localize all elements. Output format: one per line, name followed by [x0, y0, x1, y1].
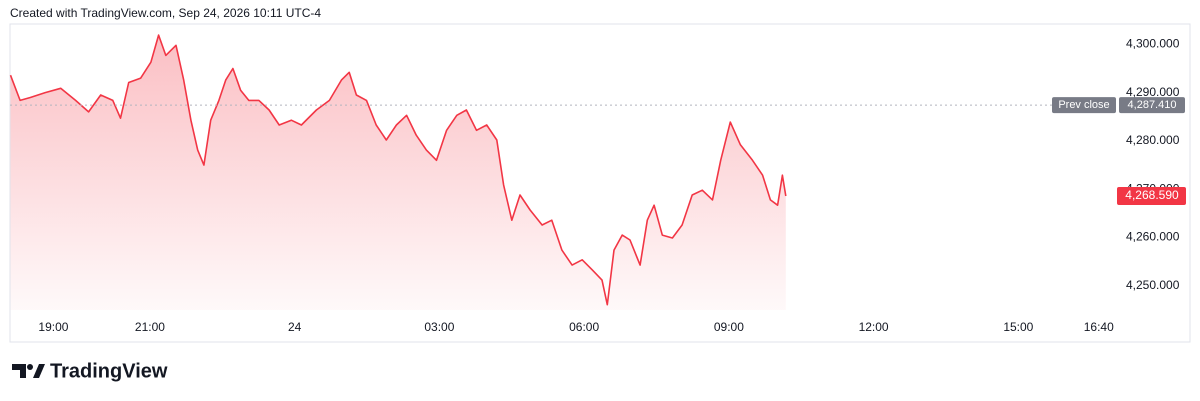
x-tick-label: 03:00 [424, 320, 454, 334]
x-tick-label: 21:00 [135, 320, 165, 334]
last-price-tag [1117, 187, 1186, 206]
x-tick-label: 06:00 [569, 320, 599, 334]
last-price-value: 4,268.590 [1125, 188, 1179, 202]
x-tick-label: 16:40 [1084, 320, 1114, 334]
chart-frame [9, 23, 1191, 343]
logo [12, 364, 45, 378]
x-tick-label: 24 [288, 320, 302, 334]
prev-close-value: 4,287.410 [1128, 99, 1177, 111]
area [10, 35, 786, 310]
prev-close-tag [1052, 97, 1116, 114]
x-tick-label: 09:00 [714, 320, 744, 334]
y-tick-label: 4,250.000 [1126, 278, 1180, 292]
y-tick-label: 4,260.000 [1126, 230, 1180, 244]
y-tick-label: 4,300.000 [1126, 36, 1180, 50]
price-line [9, 34, 787, 306]
prev-close-value-tag [1119, 97, 1185, 114]
prev-close-name: Prev close [1058, 99, 1109, 111]
y-tick-label: 4,280.000 [1126, 133, 1180, 147]
x-tick-label: 15:00 [1003, 320, 1033, 334]
y-tick-label: 4,290.000 [1126, 85, 1180, 99]
x-tick-label: 12:00 [859, 320, 889, 334]
brand: TradingView [50, 360, 168, 382]
header-text: Created with TradingView.com, Sep 24, 20… [10, 6, 321, 20]
x-tick-label: 19:00 [38, 320, 68, 334]
